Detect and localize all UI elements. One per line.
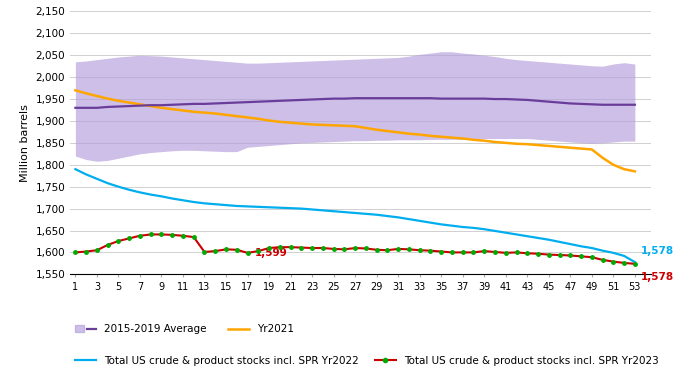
Text: 1,599: 1,599 [255, 248, 287, 258]
Legend: Total US crude & product stocks incl. SPR Yr2022, Total US crude & product stock: Total US crude & product stocks incl. SP… [75, 356, 659, 366]
Y-axis label: Million barrels: Million barrels [20, 104, 30, 182]
Text: 1,578: 1,578 [640, 272, 673, 282]
Text: 1,578: 1,578 [640, 247, 673, 256]
